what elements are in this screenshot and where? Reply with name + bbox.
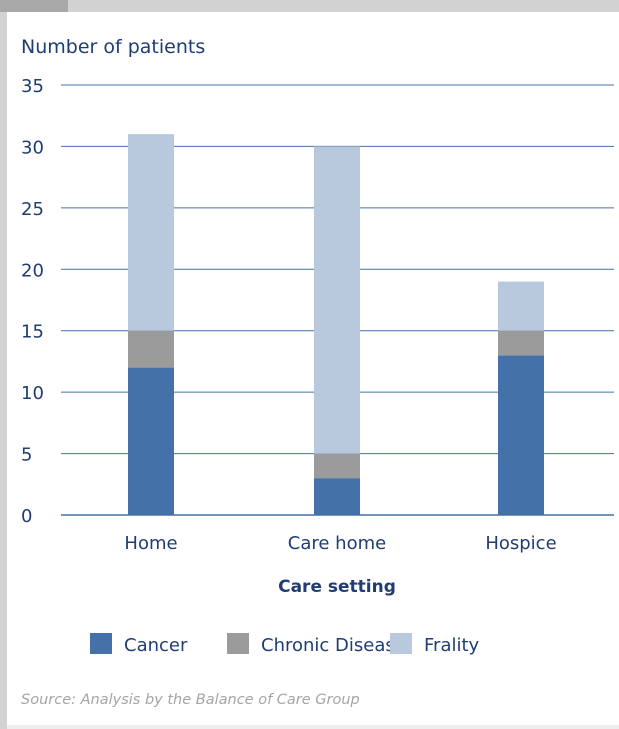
- left-border: [0, 12, 7, 729]
- y-tick-labels: 0 5 10 15 20 25 30 35: [21, 76, 44, 527]
- top-bar-tab: [0, 0, 68, 12]
- bar-segment: [498, 355, 544, 515]
- x-tick-label: Care home: [288, 533, 386, 554]
- x-axis-label: Care setting: [278, 577, 396, 597]
- x-tick-labels: Home Care home Hospice: [124, 533, 556, 554]
- bar-segment: [498, 330, 544, 356]
- bar-segment: [314, 478, 360, 515]
- legend-label: Cancer: [124, 635, 188, 656]
- y-tick-label: 5: [21, 445, 32, 466]
- bar-segment: [128, 330, 174, 368]
- y-axis-label: Number of patients: [21, 36, 205, 58]
- legend-item: Chronic Disease: [227, 633, 406, 656]
- legend-label: Frality: [424, 635, 480, 656]
- legend: Cancer Chronic Disease Frality: [90, 633, 480, 656]
- legend-swatch: [227, 633, 249, 654]
- bar-segment: [128, 134, 174, 331]
- bar-segment: [128, 367, 174, 515]
- x-tick-label: Hospice: [485, 533, 556, 554]
- legend-label: Chronic Disease: [261, 635, 406, 656]
- bar-segment: [314, 453, 360, 479]
- top-bar: [0, 0, 619, 12]
- y-tick-label: 15: [21, 322, 44, 343]
- legend-swatch: [390, 633, 412, 654]
- legend-swatch: [90, 633, 112, 654]
- y-tick-label: 25: [21, 199, 44, 220]
- bar-segment: [314, 146, 360, 454]
- y-tick-label: 20: [21, 260, 44, 281]
- x-tick-label: Home: [124, 533, 177, 554]
- bar-segment: [498, 281, 544, 331]
- bottom-rule: [7, 725, 619, 729]
- legend-item: Cancer: [90, 633, 188, 656]
- y-tick-label: 10: [21, 383, 44, 404]
- bars: [128, 134, 544, 515]
- y-tick-label: 30: [21, 137, 44, 158]
- source-note: Source: Analysis by the Balance of Care …: [21, 692, 360, 708]
- y-tick-label: 0: [21, 506, 32, 527]
- y-tick-label: 35: [21, 76, 44, 97]
- legend-item: Frality: [390, 633, 480, 656]
